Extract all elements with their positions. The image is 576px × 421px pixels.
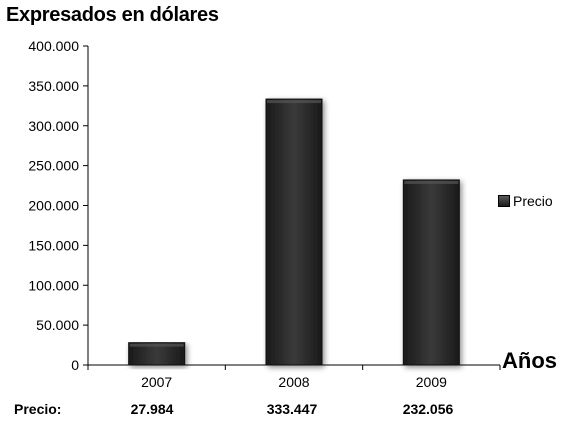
- y-tick-label: 50.000: [36, 317, 79, 333]
- x-tick-label-2008: 2008: [278, 374, 309, 390]
- data-table-value-2007: 27.984: [130, 401, 174, 417]
- chart-title: Expresados en dólares: [6, 4, 219, 26]
- legend: Precio: [498, 193, 553, 209]
- data-table-value-2008: 333.447: [266, 401, 318, 417]
- legend-swatch-precio: [498, 195, 510, 207]
- y-tick-label: 0: [71, 357, 79, 373]
- bar-top-highlight-2009: [404, 180, 459, 184]
- y-tick-label: 150.000: [28, 237, 79, 253]
- bar-top-highlight-2008: [267, 100, 321, 104]
- y-tick-label: 200.000: [28, 198, 79, 214]
- x-tick-label-2009: 2009: [416, 374, 447, 390]
- y-tick-label: 250.000: [28, 158, 79, 174]
- bar-2008: [265, 98, 323, 366]
- bar-2007: [128, 342, 186, 366]
- bar-top-highlight-2007: [129, 343, 184, 347]
- x-axis-label: Años: [502, 348, 557, 373]
- data-table-value-2009: 232.056: [402, 401, 454, 417]
- y-tick-label: 350.000: [28, 78, 79, 94]
- data-table-row-label: Precio:: [14, 401, 62, 417]
- y-tick-label: 100.000: [28, 277, 79, 293]
- y-tick-label: 300.000: [28, 118, 79, 134]
- x-tick-label-2007: 2007: [141, 374, 172, 390]
- legend-label: Precio: [513, 193, 553, 209]
- y-tick-label: 400.000: [28, 38, 79, 54]
- bar-2009: [402, 179, 460, 366]
